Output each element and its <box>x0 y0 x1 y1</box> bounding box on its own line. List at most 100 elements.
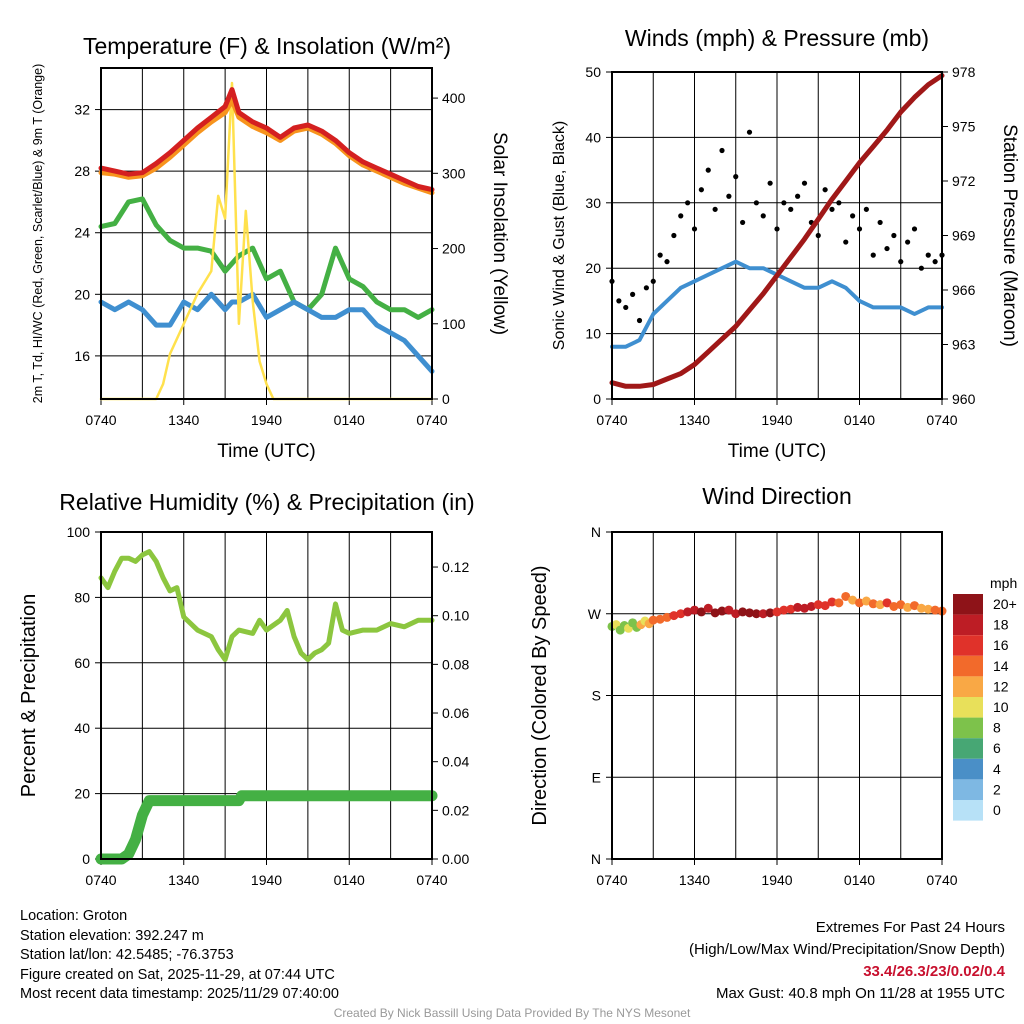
credit: Created By Nick Bassill Using Data Provi… <box>333 1006 691 1020</box>
chart-title-3: Relative Humidity (%) & Precipitation (i… <box>59 489 474 515</box>
gust-point <box>719 147 725 154</box>
gust-point <box>863 206 869 212</box>
legend-label: 16 <box>993 637 1009 653</box>
y-right-axis-label: Solar Insolation (Yellow) <box>489 132 510 335</box>
recent: Most recent data timestamp: 2025/11/29 0… <box>20 986 339 1003</box>
x-tick-label: 1340 <box>168 412 199 428</box>
y-tick-label: 16 <box>74 348 90 364</box>
gust-point <box>925 252 931 258</box>
gust-point <box>678 213 684 219</box>
y-tick-label: 0 <box>82 851 90 867</box>
chart-title-2: Winds (mph) & Pressure (mb) <box>625 25 929 51</box>
x-tick-label: 1940 <box>761 872 792 888</box>
y-right-tick-label: 966 <box>952 282 976 298</box>
gust-point <box>726 193 732 199</box>
x-tick-label: 1340 <box>168 872 199 888</box>
chart-title-4: Wind Direction <box>702 483 852 509</box>
direction-point <box>813 600 823 610</box>
y-tick-label: N <box>591 524 601 540</box>
y-right-tick-label: 969 <box>952 228 976 244</box>
y-tick-label: 20 <box>74 286 90 302</box>
y-right-tick-label: 100 <box>442 316 466 332</box>
y-right-tick-label: 0.06 <box>442 705 469 721</box>
direction-point <box>806 601 816 611</box>
gust-point <box>856 226 863 232</box>
direction-point <box>916 603 926 613</box>
legend-title: mph <box>990 575 1017 591</box>
series-solar-insolation <box>99 81 434 401</box>
gust-point <box>657 252 663 258</box>
gust-point <box>760 213 766 219</box>
created: Figure created on Sat, 2025-11-29, at 07… <box>20 966 335 983</box>
x-tick-label: 0140 <box>844 412 875 428</box>
y-right-tick-label: 0.00 <box>442 851 469 867</box>
legend-label: 10 <box>993 699 1009 715</box>
direction-point <box>848 595 858 605</box>
gust-point <box>801 180 808 186</box>
legend-swatch <box>953 676 983 697</box>
legend-swatch <box>953 655 983 677</box>
y-right-tick-label: 972 <box>952 173 976 189</box>
y-tick-label: 20 <box>74 786 90 802</box>
y-right-tick-label: 963 <box>952 337 976 353</box>
legend-swatch <box>953 614 983 636</box>
y-tick-label: E <box>592 769 601 785</box>
plot-frame <box>611 71 943 400</box>
series-wc <box>98 291 435 374</box>
legend-label: 2 <box>993 781 1001 797</box>
x-tick-label: 1940 <box>251 872 282 888</box>
latlon: Station lat/lon: 42.5485; -76.3753 <box>20 947 234 964</box>
y-tick-label: W <box>588 606 602 622</box>
direction-point <box>724 605 734 615</box>
plot-frame <box>100 67 433 400</box>
direction-point <box>690 605 699 615</box>
direction-point <box>868 599 878 609</box>
extremes: Extremes For Past 24 Hours (High/Low/Max… <box>689 917 1005 1005</box>
legend-swatch <box>953 800 983 821</box>
series-td <box>98 196 435 320</box>
y-tick-label: 100 <box>67 524 91 540</box>
y-axis-label: 2m T, Td, HI/WC (Red, Green, Scarlet/Blu… <box>31 64 45 403</box>
direction-point <box>703 603 713 613</box>
legend-label: 14 <box>993 658 1009 674</box>
series-precipitation <box>95 790 438 865</box>
series-pressure <box>609 73 945 389</box>
direction-point <box>745 608 754 618</box>
gust-point <box>705 167 711 173</box>
y-tick-label: N <box>591 851 601 867</box>
direction-point <box>683 607 693 617</box>
gust-point <box>616 298 622 304</box>
gust-point <box>685 200 691 206</box>
direction-point <box>648 615 658 625</box>
direction-point <box>827 597 837 607</box>
gust-point <box>918 265 924 271</box>
y-axis-label: Direction (Colored By Speed) <box>529 565 551 825</box>
gust-point <box>905 239 911 245</box>
gust-point <box>877 219 883 226</box>
direction-point <box>758 609 768 619</box>
y-right-tick-label: 200 <box>442 241 466 257</box>
y-axis-label: Sonic Wind & Gust (Blue, Black) <box>551 121 568 350</box>
gust-point <box>911 226 918 232</box>
gust-point <box>781 200 787 206</box>
y-tick-label: 40 <box>585 129 601 145</box>
direction-point <box>820 601 830 611</box>
direction-point <box>738 607 748 617</box>
x-tick-label: 0140 <box>844 872 875 888</box>
direction-point <box>930 605 940 615</box>
y-right-tick-label: 975 <box>952 119 976 135</box>
y-right-tick-label: 400 <box>442 90 466 106</box>
x-tick-label: 0740 <box>596 872 627 888</box>
series-9m-t <box>98 97 435 196</box>
legend-label: 12 <box>993 678 1009 694</box>
direction-point <box>793 602 803 612</box>
series-2m-t <box>98 87 435 193</box>
legend-swatch <box>953 635 983 656</box>
y-tick-label: 20 <box>585 260 601 276</box>
direction-point <box>861 596 871 606</box>
legend-swatch <box>953 717 983 739</box>
direction-point <box>889 601 899 611</box>
x-tick-label: 0740 <box>85 412 116 428</box>
gust-point <box>815 232 821 239</box>
x-tick-label: 0740 <box>85 872 116 888</box>
